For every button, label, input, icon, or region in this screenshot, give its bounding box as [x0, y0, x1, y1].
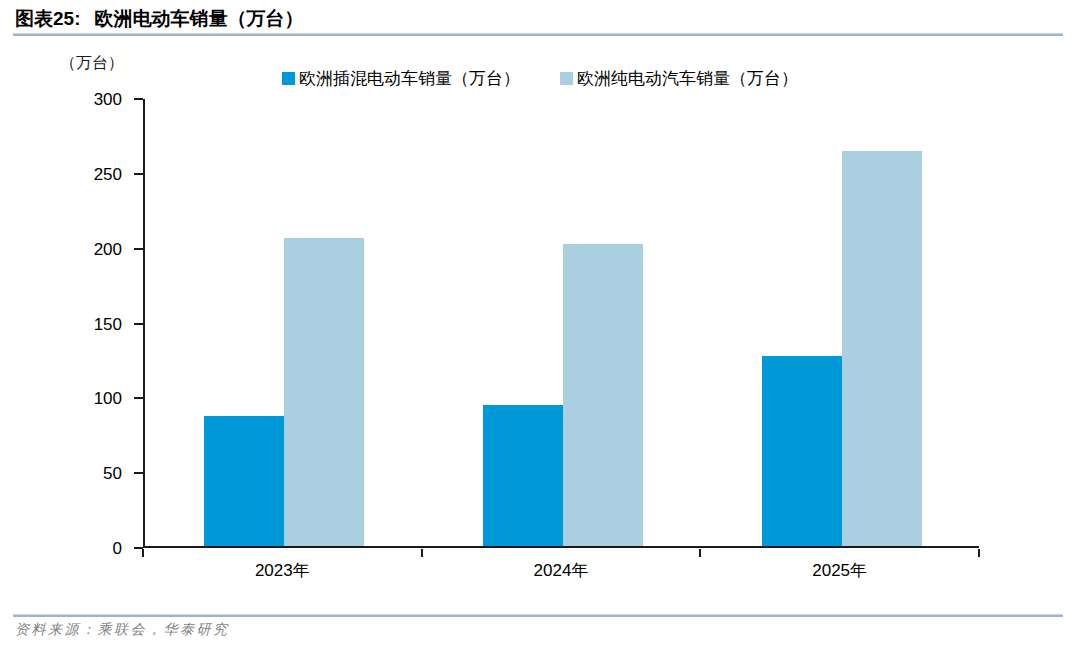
- x-axis-tick-mark: [421, 549, 423, 557]
- report-figure-page: 图表25:欧洲电动车销量（万台） （万台） 欧洲插混电动车销量（万台）欧洲纯电动…: [0, 0, 1080, 647]
- legend-swatch-icon: [560, 72, 573, 85]
- chart-legend: 欧洲插混电动车销量（万台） 欧洲纯电动汽车销量（万台）: [0, 67, 1080, 90]
- y-axis-tick-mark: [134, 472, 143, 474]
- bar-2025年-series-1: [842, 151, 922, 546]
- x-axis-tick-mark: [978, 549, 980, 557]
- y-axis-tick-label: 300: [70, 90, 122, 110]
- y-axis-tick-label: 150: [70, 315, 122, 335]
- y-axis-tick-mark: [134, 248, 143, 250]
- legend-item-1: 欧洲纯电动汽车销量（万台）: [560, 67, 798, 90]
- figure-title: 图表25: 欧洲电动车销量（万台）: [15, 6, 303, 32]
- bar-chart-plot-area: [143, 99, 979, 548]
- y-axis-tick-label: 200: [70, 240, 122, 260]
- x-axis-tick-mark: [699, 549, 701, 557]
- legend-item-0: 欧洲插混电动车销量（万台）: [282, 67, 520, 90]
- y-axis-tick-mark: [134, 98, 143, 100]
- bar-2024年-series-1: [563, 244, 643, 546]
- x-axis-category-label: 2025年: [770, 559, 910, 582]
- y-axis-tick-mark: [134, 397, 143, 399]
- x-axis-category-label: 2023年: [212, 559, 352, 582]
- legend-label: 欧洲插混电动车销量（万台）: [299, 67, 520, 90]
- legend-label: 欧洲纯电动汽车销量（万台）: [577, 67, 798, 90]
- y-axis-tick-label: 100: [70, 389, 122, 409]
- bar-2025年-series-0: [762, 356, 842, 546]
- bar-2023年-series-0: [204, 416, 284, 546]
- bar-2023年-series-1: [284, 238, 364, 546]
- figure-number-label: 图表25:: [15, 8, 80, 29]
- figure-title-text: 欧洲电动车销量（万台）: [94, 8, 303, 29]
- y-axis-tick-label: 0: [70, 539, 122, 559]
- y-axis-tick-mark: [134, 323, 143, 325]
- bar-2024年-series-0: [483, 405, 563, 546]
- legend-swatch-icon: [282, 72, 295, 85]
- y-axis-tick-label: 50: [70, 464, 122, 484]
- title-divider-line: [13, 33, 1063, 36]
- y-axis-tick-mark: [134, 173, 143, 175]
- x-axis-category-label: 2024年: [491, 559, 631, 582]
- source-note: 资料来源：乘联会，华泰研究: [15, 621, 230, 639]
- footer-divider-line: [13, 614, 1063, 617]
- x-axis-tick-mark: [142, 549, 144, 557]
- y-axis-tick-label: 250: [70, 165, 122, 185]
